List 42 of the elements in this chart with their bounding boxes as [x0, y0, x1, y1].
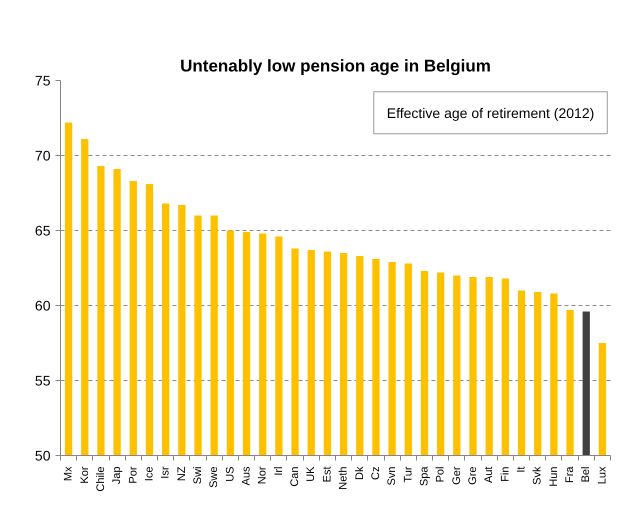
x-tick-label: Aut — [483, 466, 496, 484]
y-tick-label: 65 — [34, 222, 51, 238]
x-tick-label: Mx — [62, 466, 75, 482]
x-tick-label: It — [516, 466, 528, 473]
x-tick-label: Gre — [467, 466, 479, 485]
x-tick-label: Fin — [499, 466, 512, 482]
x-tick-label: Isr — [160, 466, 172, 479]
x-tick-label: Jap — [111, 466, 124, 484]
x-tick-label: Can — [289, 466, 302, 487]
x-tick-label: Lux — [596, 466, 608, 484]
x-tick-label: Nor — [256, 466, 269, 484]
x-tick-label: Swi — [192, 466, 204, 484]
x-tick-label: NZ — [176, 466, 188, 482]
y-tick-label: 75 — [34, 72, 51, 88]
x-tick-label: Ice — [143, 466, 156, 482]
x-tick-label: Por — [127, 466, 140, 484]
y-tick-label: 50 — [34, 448, 51, 464]
x-tick-label: Swe — [208, 466, 220, 488]
x-tick-label: Pol — [434, 466, 447, 482]
x-tick-label: Irl — [272, 466, 285, 476]
x-tick-label: Tur — [402, 466, 414, 483]
x-tick-label: Hun — [548, 466, 560, 487]
chart-title: Untenably low pension age in Belgium — [180, 56, 491, 76]
x-tick-label: Spa — [418, 466, 430, 486]
x-tick-label: Bel — [580, 466, 592, 482]
x-tick-label: Svk — [532, 466, 544, 485]
y-tick-label: 70 — [34, 148, 51, 164]
x-tick-label: Cz — [370, 466, 382, 480]
y-tick-label: 60 — [34, 298, 51, 314]
x-tick-label: Chile — [94, 466, 107, 492]
y-tick-label: 55 — [34, 372, 51, 388]
x-tick-label: US — [224, 466, 236, 482]
x-tick-label: Svn — [386, 466, 398, 486]
x-tick-label: Aus — [240, 466, 253, 486]
x-tick-label: Est — [321, 466, 334, 482]
x-tick-label: Fra — [564, 466, 576, 483]
x-tick-label: Dk — [354, 466, 366, 480]
x-tick-label: UK — [305, 466, 318, 482]
x-tick-label: Ger — [450, 466, 463, 485]
x-tick-label: Kor — [78, 466, 91, 484]
annotation: Effective age of retirement (2012) — [386, 104, 594, 121]
x-tick-label: Neth — [338, 466, 350, 490]
